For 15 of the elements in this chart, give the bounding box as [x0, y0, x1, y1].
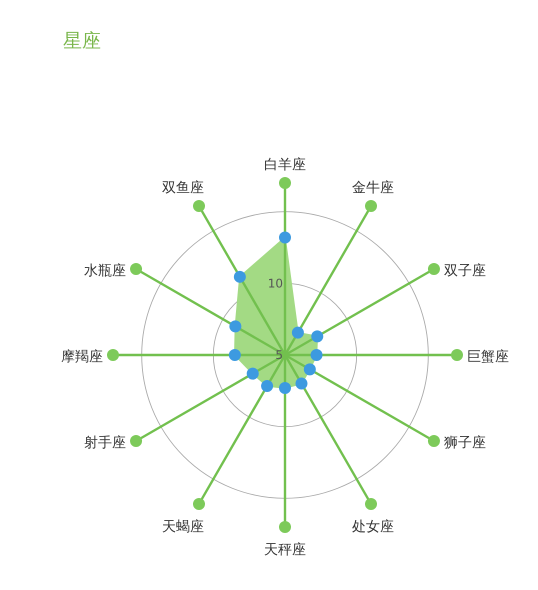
radial-tick-label: 10 — [268, 276, 283, 290]
title: 星座 — [63, 30, 101, 52]
category-label: 金牛座 — [352, 180, 394, 196]
category-label: 白羊座 — [264, 157, 306, 173]
category-label: 天秤座 — [264, 542, 306, 558]
category-label: 摩羯座 — [61, 349, 103, 365]
category-label: 水瓶座 — [84, 263, 126, 279]
category-label: 双子座 — [444, 263, 486, 279]
radial-tick-label: 5 — [275, 348, 283, 362]
category-label: 狮子座 — [444, 435, 486, 451]
category-label: 巨蟹座 — [467, 349, 509, 365]
category-label: 射手座 — [84, 435, 126, 451]
category-label: 天蝎座 — [162, 518, 204, 535]
category-label: 处女座 — [352, 518, 394, 535]
category-label: 双鱼座 — [162, 180, 204, 196]
